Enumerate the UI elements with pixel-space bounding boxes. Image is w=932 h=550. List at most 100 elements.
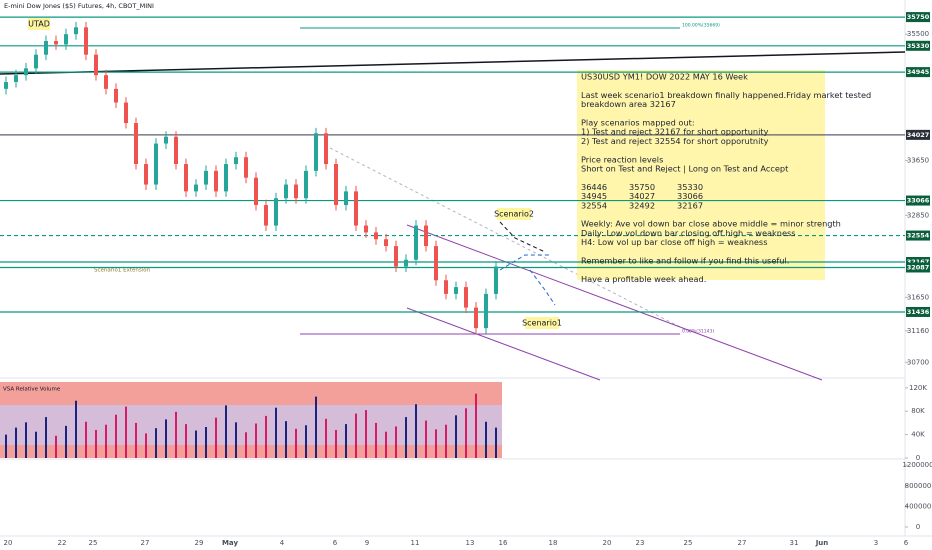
x-tick-label: 6 [904,539,909,547]
volume-bar [355,413,357,458]
volume-bar [315,396,317,458]
lower-tick-label: 800000 [905,482,932,490]
x-tick-label: 23 [636,539,645,547]
note-line: H4: Low vol up bar close off high = weak… [581,237,767,247]
candle-body [464,287,468,308]
candle-body [4,82,8,89]
x-tick-label: May [222,539,238,547]
volume-bar [455,415,457,458]
y-tick-label: 31650 [907,293,929,301]
level-label: 35750 [907,13,930,21]
x-tick-label: 20 [4,539,13,547]
trend-line [0,51,906,75]
level-box [906,262,930,273]
level-label: 33066 [907,197,930,205]
volume-bar [195,430,197,458]
lower-tick-label: 0 [916,523,920,531]
candle-body [444,280,448,294]
candle-body [274,198,278,226]
candle-body [314,133,318,171]
volume-tick-label: 80K [911,407,925,415]
label-bg [28,18,50,30]
note-cell: 34027 [629,191,655,201]
note-cell: 34945 [581,191,607,201]
label-bg [497,208,531,220]
volume-bar [205,427,207,458]
level-box [906,306,930,317]
volume-bar [165,419,167,458]
candle-body [494,266,498,294]
candle-body [434,246,438,281]
candle-body [34,54,38,69]
note-cell: 35330 [677,182,703,192]
volume-bar [145,433,147,458]
volume-bar [335,429,337,458]
channel-line [406,307,601,381]
note-cell: 32492 [629,200,655,210]
y-tick-label: 30700 [907,358,929,366]
volume-bar [125,406,127,458]
volume-band [0,405,502,445]
volume-bar [375,422,377,458]
volume-bar [305,425,307,458]
candle-body [244,157,248,178]
annotation: 100.00%(35669) [682,23,720,29]
volume-bar [85,421,87,458]
x-tick-label: Jun [815,539,829,547]
candle-body [364,225,368,233]
annotation: UTAD [28,20,50,29]
candle-body [44,41,48,55]
x-tick-label: 25 [684,539,693,547]
candle-body [304,170,308,199]
volume-bar [475,393,477,458]
candle-body [184,164,188,192]
volume-bar [425,420,427,458]
volume-bar [65,425,67,458]
y-tick-label: 31160 [907,327,929,335]
volume-bar [325,418,327,458]
x-tick-label: 22 [58,539,67,547]
note-line: Remember to like and follow if you find … [581,256,789,266]
volume-bar [295,428,297,458]
x-tick-label: 4 [280,539,285,547]
candle-body [414,225,418,260]
candle-body [334,164,338,206]
y-tick-label: 35500 [907,30,929,38]
volume-bar [255,423,257,458]
candle-body [74,27,78,35]
volume-bar [265,415,267,458]
level-box [906,67,930,78]
volume-bar [275,407,277,458]
level-box [906,40,930,51]
x-tick-label: 18 [549,539,558,547]
volume-bar [15,427,17,458]
volume-bar [185,424,187,458]
candle-body [234,157,238,165]
note-cell: 32167 [677,200,703,210]
note-line: Price reaction levels [581,154,663,164]
volume-bar [385,431,387,458]
x-tick-label: 16 [499,539,508,547]
volume-bar [435,429,437,458]
volume-bar [175,411,177,458]
candle-body [454,287,458,294]
volume-bar [415,404,417,458]
note-line: Have a profitable week ahead. [581,274,706,284]
text-box [577,70,825,280]
trend-line [329,147,691,333]
candle-body [174,136,178,165]
scenario1-arrow [529,269,556,306]
level-box [906,12,930,23]
volume-bar [345,424,347,458]
x-tick-label: 31 [790,539,799,547]
scenario-arrow [499,254,550,271]
volume-tick-label: 120K [909,384,927,392]
candle-body [374,232,378,240]
x-tick-label: 6 [333,539,338,547]
volume-bar [135,422,137,458]
note-line: Short on Test and Reject | Long on Test … [581,164,789,174]
candle-body [84,27,88,55]
volume-bar [35,431,37,458]
note-cell: 35750 [629,182,655,192]
